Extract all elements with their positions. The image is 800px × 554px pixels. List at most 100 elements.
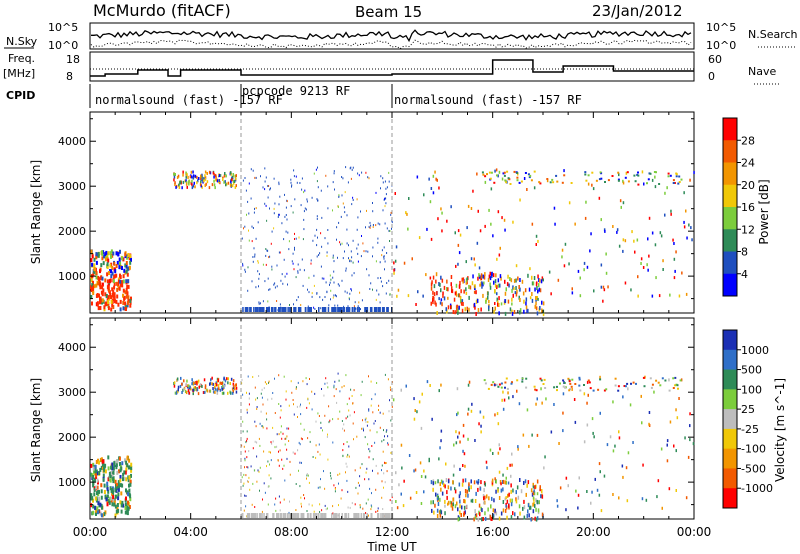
echo-cell <box>252 447 254 450</box>
echo-cell <box>431 280 433 285</box>
echo-cell <box>400 492 402 496</box>
echo-cell <box>192 184 195 188</box>
echo-cell <box>254 440 256 443</box>
echo-cell <box>454 487 456 491</box>
echo-cell <box>327 433 328 436</box>
echo-cell <box>532 491 535 496</box>
echo-cell <box>372 469 373 472</box>
echo-cell <box>284 443 286 446</box>
echo-cell <box>300 502 302 505</box>
echo-cell <box>192 174 195 178</box>
echo-cell <box>542 278 544 282</box>
echo-cell <box>458 494 461 499</box>
echo-cell <box>267 398 269 401</box>
echo-cell <box>299 461 301 464</box>
echo-cell <box>492 452 494 455</box>
echo-cell <box>579 294 582 298</box>
echo-cell <box>270 187 271 190</box>
echo-cell <box>674 384 677 387</box>
echo-cell <box>101 276 104 281</box>
echo-cell <box>389 230 391 232</box>
echo-cell <box>269 463 270 466</box>
echo-cell <box>679 379 682 382</box>
echo-cell <box>358 513 360 518</box>
echo-cell <box>381 513 384 518</box>
echo-cell <box>662 259 664 263</box>
echo-cell <box>96 506 99 511</box>
echo-cell <box>481 284 483 289</box>
echo-cell <box>107 258 110 263</box>
echo-cell <box>504 508 507 513</box>
echo-cell <box>482 415 485 419</box>
echo-cell <box>473 480 476 485</box>
echo-cell <box>294 452 296 455</box>
echo-cell <box>224 180 226 184</box>
echo-cell <box>537 508 540 513</box>
echo-cell <box>459 467 461 471</box>
echo-cell <box>494 413 496 417</box>
echo-cell <box>336 238 337 241</box>
colorbar-swatch <box>723 369 737 390</box>
echo-cell <box>253 307 255 312</box>
echo-cell <box>531 275 533 280</box>
echo-cell <box>351 168 353 171</box>
echo-cell <box>492 508 495 513</box>
echo-cell <box>252 482 254 485</box>
echo-cell <box>360 210 361 213</box>
echo-cell <box>403 479 405 483</box>
echo-cell <box>102 261 105 266</box>
echo-cell <box>677 387 679 390</box>
echo-cell <box>587 182 590 186</box>
echo-cell <box>221 387 223 391</box>
echo-cell <box>647 237 649 241</box>
echo-cell <box>368 456 370 459</box>
echo-cell <box>464 478 467 483</box>
power-ylabel: Slant Range [km] <box>29 160 43 264</box>
echo-cell <box>223 377 225 381</box>
echo-cell <box>591 417 594 421</box>
echo-cell <box>371 445 373 447</box>
echo-cell <box>118 469 120 474</box>
echo-cell <box>489 448 492 452</box>
echo-cell <box>278 183 280 186</box>
echo-cell <box>558 442 560 445</box>
echo-cell <box>191 382 193 386</box>
echo-cell <box>276 300 278 302</box>
echo-cell <box>667 175 670 178</box>
echo-cell <box>290 380 292 383</box>
echo-cell <box>126 255 129 260</box>
echo-cell <box>533 497 535 502</box>
echo-cell <box>409 496 412 500</box>
echo-cell <box>111 271 114 276</box>
echo-cell <box>126 455 129 460</box>
echo-cell <box>482 494 485 498</box>
time-tick-label: 08:00 <box>274 525 309 539</box>
echo-cell <box>326 382 328 385</box>
echo-cell <box>369 226 371 229</box>
echo-cell <box>510 502 513 507</box>
echo-cell <box>586 490 588 493</box>
echo-cell <box>126 463 129 468</box>
echo-cell <box>388 410 390 413</box>
echo-cell <box>279 501 281 504</box>
echo-cell <box>430 286 433 291</box>
echo-cell <box>283 258 285 261</box>
echo-cell <box>257 270 259 273</box>
echo-cell <box>242 179 244 182</box>
echo-cell <box>295 483 297 485</box>
echo-cell <box>282 467 284 470</box>
echo-cell <box>93 492 96 497</box>
echo-cell <box>292 252 294 255</box>
echo-cell <box>122 257 125 262</box>
echo-cell <box>262 426 264 429</box>
echo-cell <box>317 186 319 189</box>
noise-right-tick-lo: 10^0 <box>706 39 736 52</box>
echo-cell <box>612 493 614 496</box>
echo-cell <box>462 434 465 438</box>
echo-cell <box>349 292 351 295</box>
echo-cell <box>382 508 384 510</box>
echo-cell <box>508 492 510 497</box>
echo-cell <box>440 288 442 293</box>
